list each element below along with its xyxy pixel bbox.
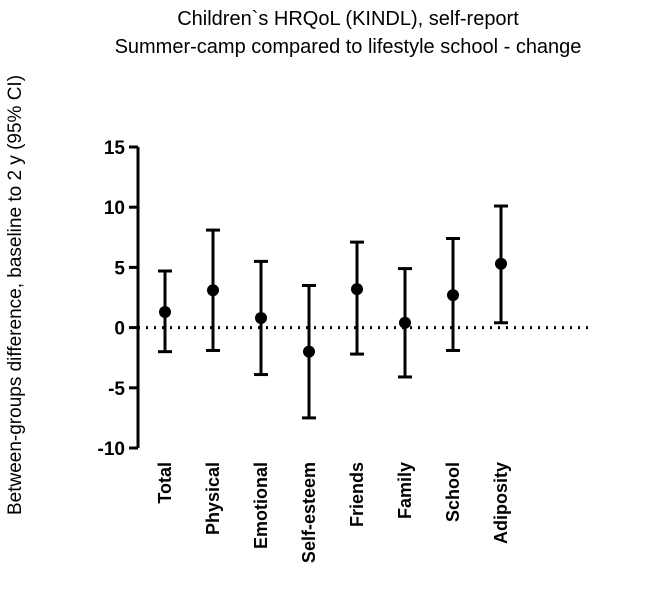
x-tick-label: School bbox=[443, 462, 463, 522]
x-tick-label: Emotional bbox=[251, 462, 271, 549]
data-point bbox=[495, 257, 507, 270]
y-axis-label: Between-groups difference, baseline to 2… bbox=[5, 75, 26, 515]
data-point bbox=[399, 316, 411, 329]
x-tick-label: Physical bbox=[203, 462, 223, 535]
x-tick-label: Friends bbox=[347, 462, 367, 527]
y-tick-label: 0 bbox=[114, 319, 125, 340]
data-point bbox=[207, 284, 219, 297]
y-tick-label: -5 bbox=[108, 379, 125, 400]
x-tick-label: Adiposity bbox=[491, 462, 511, 544]
x-tick-label: Family bbox=[395, 462, 415, 519]
chart-marks bbox=[158, 204, 508, 420]
y-tick-label: 10 bbox=[104, 198, 125, 219]
y-tick-label: 5 bbox=[114, 258, 125, 279]
data-point bbox=[255, 311, 267, 324]
x-tick-label: Self-esteem bbox=[299, 462, 319, 563]
data-point bbox=[447, 289, 459, 302]
y-tick-label: 15 bbox=[104, 138, 126, 159]
data-point bbox=[303, 345, 315, 358]
data-point bbox=[351, 283, 363, 296]
y-tick-label: -10 bbox=[98, 439, 125, 460]
axes: -10 -5 0 5 10 15 Total Physical Emotional Self-es… bbox=[98, 138, 590, 563]
data-point bbox=[159, 305, 171, 318]
chart-title: Children`s HRQoL (KINDL), self-report bbox=[177, 8, 519, 30]
chart-subtitle: Summer-camp compared to lifestyle school… bbox=[114, 36, 582, 58]
x-tick-label: Total bbox=[155, 462, 175, 504]
